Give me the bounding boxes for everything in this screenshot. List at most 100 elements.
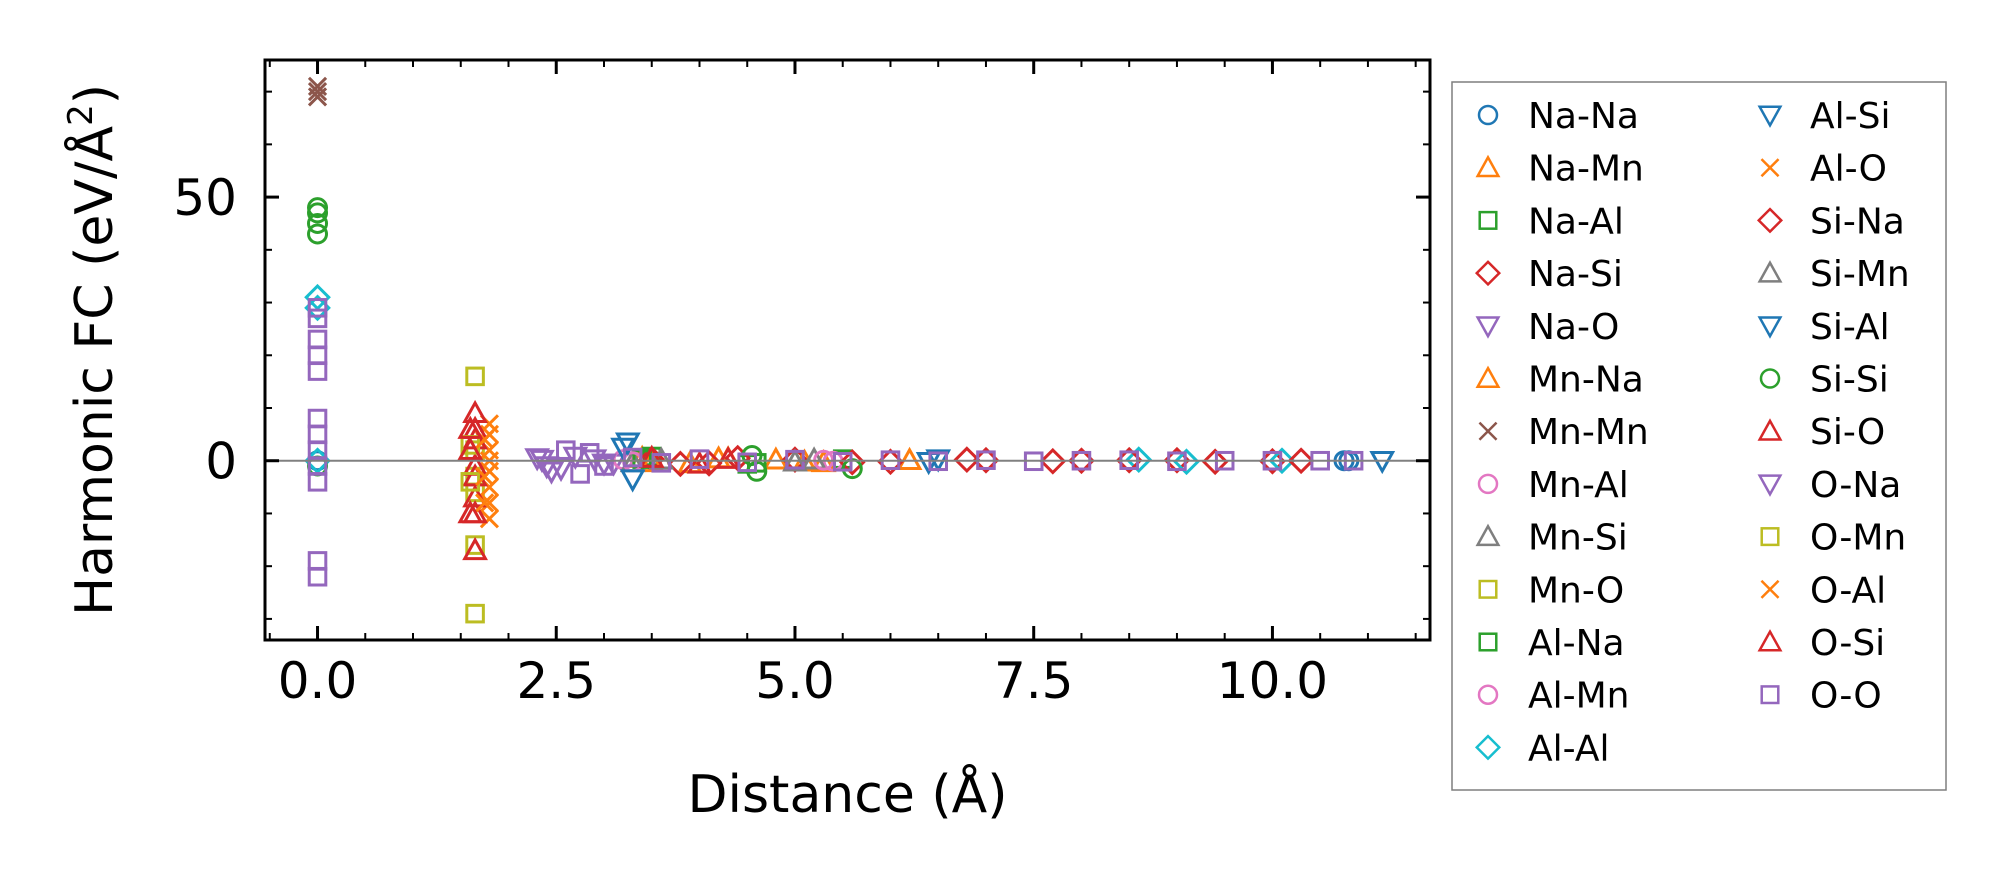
legend-marker <box>1474 260 1502 287</box>
y-tick-label: 0 <box>205 433 237 491</box>
y-tick-label: 50 <box>173 169 237 227</box>
data-point <box>307 472 328 492</box>
data-point <box>1125 446 1153 474</box>
data-point <box>465 535 485 555</box>
y-axis-label-superscript: 2 <box>61 104 101 126</box>
legend-label: Mn-Na <box>1528 360 1644 401</box>
data-point <box>307 329 328 350</box>
legend-label: O-O <box>1810 676 1882 717</box>
data-point <box>1173 448 1200 476</box>
legend-entry: Si-Si <box>1759 360 1889 401</box>
legend-entry: O-Si <box>1757 623 1885 664</box>
legend-marker <box>1478 421 1498 441</box>
data-point <box>307 223 329 245</box>
data-point <box>896 446 923 470</box>
legend-label: Al-Mn <box>1528 676 1630 717</box>
legend-label: Na-Al <box>1528 201 1624 242</box>
legend-entry: Al-Si <box>1757 96 1890 137</box>
series-si-o <box>462 399 742 561</box>
data-point <box>832 452 853 472</box>
legend-label: Si-Mn <box>1810 254 1910 295</box>
legend-entry: Si-Na <box>1756 201 1905 242</box>
data-point <box>953 446 981 474</box>
legend-marker <box>1757 260 1783 283</box>
legend-entry: Na-Si <box>1474 254 1623 295</box>
legend-frame <box>1451 81 1947 791</box>
data-point <box>1287 447 1315 475</box>
axis-ticks: 0.0 2.5 5.0 7.5 10.0 0 50 <box>173 60 1430 710</box>
legend-entry: Si-O <box>1757 412 1885 453</box>
legend-marker <box>1757 105 1783 128</box>
legend-entry: O-Mn <box>1760 518 1906 559</box>
x-tick-label: 10.0 <box>1217 652 1328 710</box>
data-point <box>556 440 576 460</box>
legend-marker <box>1475 365 1501 389</box>
legend-entry: Si-Al <box>1757 307 1890 348</box>
data-point <box>307 82 328 102</box>
legend-label: Mn-Si <box>1528 518 1628 559</box>
legend-label: Na-Mn <box>1528 149 1644 190</box>
legend-marker <box>1757 474 1783 497</box>
legend-entry: Na-Al <box>1478 201 1624 242</box>
data-point <box>307 76 328 96</box>
x-tick-label: 2.5 <box>516 652 596 710</box>
y-axis-label-close: ) <box>65 84 125 104</box>
x-tick-label: 5.0 <box>755 652 835 710</box>
data-point <box>479 493 500 513</box>
legend-marker <box>1757 629 1783 652</box>
data-point <box>801 446 827 470</box>
data-point <box>475 493 495 513</box>
data-point <box>570 464 590 484</box>
x-tick-label: 0.0 <box>278 652 358 710</box>
legend-marker <box>1478 579 1498 599</box>
data-point <box>533 456 560 480</box>
legend-entry: Mn-O <box>1478 570 1624 611</box>
legend-marker <box>1478 632 1498 652</box>
legend-entry: Mn-Na <box>1475 360 1644 401</box>
legend-label: O-Na <box>1810 465 1901 506</box>
legend-label: Si-Na <box>1810 201 1905 242</box>
legend-label: Al-Al <box>1528 728 1609 769</box>
data-point <box>479 509 500 529</box>
legend-marker <box>1757 418 1783 441</box>
data-point <box>619 469 646 493</box>
data-point <box>1268 447 1296 475</box>
legend-marker <box>1760 527 1780 547</box>
legend-entry: O-Al <box>1760 570 1886 611</box>
legend-marker <box>1475 316 1501 339</box>
data-point <box>689 449 710 469</box>
legend-marker <box>1477 104 1499 126</box>
legend-entry: Mn-Al <box>1477 465 1629 506</box>
legend-label: Al-Na <box>1528 623 1625 664</box>
legend-marker <box>1475 154 1501 178</box>
data-point <box>715 445 742 469</box>
legend-label: Mn-Mn <box>1528 412 1649 453</box>
data-point <box>475 466 495 487</box>
series-mn-mn <box>307 76 328 107</box>
legend-label: Al-O <box>1810 149 1887 190</box>
data-point <box>614 432 641 456</box>
legend-label: O-Mn <box>1810 518 1906 559</box>
legend-marker <box>1756 207 1784 234</box>
legend-entry: Al-Mn <box>1477 676 1630 717</box>
plot-frame <box>263 58 1432 642</box>
data-point <box>785 449 805 470</box>
x-axis-label: Distance (Å) <box>687 763 1007 825</box>
legend-label: O-Si <box>1810 623 1885 664</box>
legend-entry: Mn-Mn <box>1478 412 1649 453</box>
legend-label: Si-Si <box>1810 360 1889 401</box>
data-point <box>622 447 643 468</box>
data-point <box>307 361 328 381</box>
y-axis-label: Harmonic FC (eV/Å2) <box>61 84 125 616</box>
data-point <box>651 453 672 473</box>
y-axis-label-main: Harmonic FC (eV/Å <box>63 125 125 616</box>
legend-entry: Al-Al <box>1474 728 1609 769</box>
legend-label: Mn-Al <box>1528 465 1629 506</box>
data-point <box>1201 448 1229 476</box>
data-point <box>762 446 789 470</box>
data-point <box>737 452 758 473</box>
data-points <box>304 76 1396 624</box>
data-point <box>465 366 485 387</box>
legend-entry: Na-O <box>1475 307 1619 348</box>
